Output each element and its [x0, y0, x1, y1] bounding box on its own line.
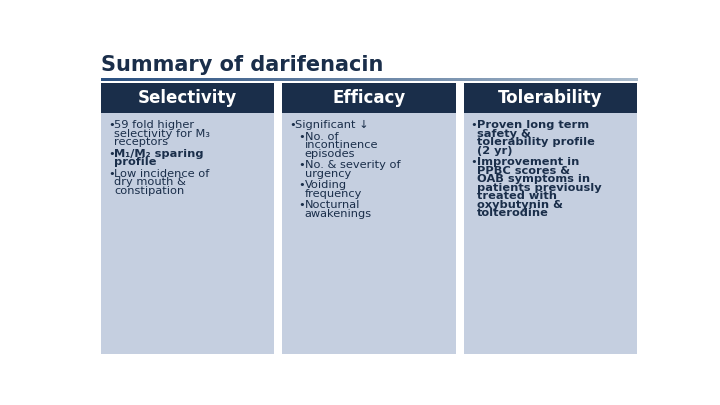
- Text: •: •: [299, 180, 305, 190]
- FancyBboxPatch shape: [464, 83, 637, 113]
- Text: Significant ↓: Significant ↓: [295, 120, 369, 130]
- Text: Low incidence of: Low incidence of: [114, 169, 210, 179]
- Text: Nocturnal: Nocturnal: [305, 200, 360, 210]
- Text: Efficacy: Efficacy: [333, 89, 405, 107]
- Text: tolerability profile: tolerability profile: [477, 137, 595, 147]
- FancyBboxPatch shape: [282, 83, 456, 113]
- Text: (2 yr): (2 yr): [477, 146, 512, 156]
- Text: safety &: safety &: [477, 129, 531, 139]
- Text: Tolerability: Tolerability: [498, 89, 603, 107]
- Text: •: •: [108, 149, 114, 159]
- Text: frequency: frequency: [305, 189, 362, 199]
- FancyBboxPatch shape: [282, 113, 456, 354]
- Text: •: •: [471, 120, 477, 130]
- Text: profile: profile: [114, 157, 156, 167]
- Text: Proven long term: Proven long term: [477, 120, 589, 130]
- Text: •: •: [299, 160, 305, 170]
- Text: selectivity for M₃: selectivity for M₃: [114, 129, 210, 139]
- Text: treated with: treated with: [477, 191, 557, 201]
- Text: •: •: [471, 157, 477, 167]
- FancyBboxPatch shape: [464, 113, 637, 354]
- Text: No. & severity of: No. & severity of: [305, 160, 400, 170]
- Text: episodes: episodes: [305, 149, 355, 159]
- Text: receptors: receptors: [114, 137, 168, 147]
- Text: urgency: urgency: [305, 169, 351, 179]
- Text: patients previously: patients previously: [477, 183, 601, 193]
- Text: PPBC scores &: PPBC scores &: [477, 166, 570, 176]
- Text: incontinence: incontinence: [305, 140, 378, 150]
- Text: •: •: [299, 200, 305, 210]
- FancyBboxPatch shape: [101, 83, 274, 113]
- Text: •: •: [108, 120, 114, 130]
- Text: tolterodine: tolterodine: [477, 208, 549, 218]
- Text: Improvement in: Improvement in: [477, 157, 579, 167]
- Text: Summary of darifenacin: Summary of darifenacin: [101, 55, 383, 75]
- Text: Selectivity: Selectivity: [138, 89, 238, 107]
- Text: M₁/M₂ sparing: M₁/M₂ sparing: [114, 149, 204, 159]
- Text: awakenings: awakenings: [305, 209, 372, 219]
- Text: oxybutynin &: oxybutynin &: [477, 200, 563, 209]
- Text: constipation: constipation: [114, 185, 184, 196]
- Text: •: •: [299, 132, 305, 142]
- Text: Voiding: Voiding: [305, 180, 347, 190]
- Text: •: •: [108, 169, 114, 179]
- Text: 59 fold higher: 59 fold higher: [114, 120, 194, 130]
- Text: •: •: [289, 120, 296, 130]
- Text: dry mouth &: dry mouth &: [114, 177, 186, 187]
- Text: No. of: No. of: [305, 132, 338, 142]
- Text: OAB symptoms in: OAB symptoms in: [477, 174, 590, 184]
- FancyBboxPatch shape: [101, 113, 274, 354]
